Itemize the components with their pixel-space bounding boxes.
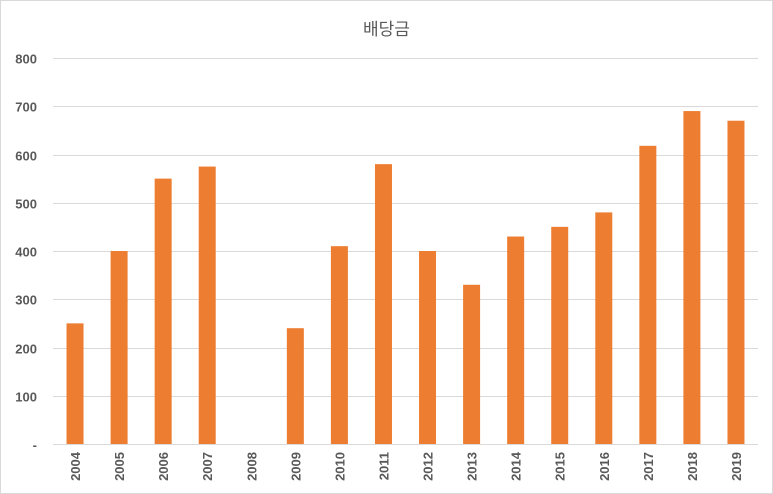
bar	[727, 120, 745, 444]
x-tick-label: 2006	[156, 452, 171, 481]
y-tick-label: 200	[15, 342, 37, 357]
bar	[66, 323, 84, 444]
x-tick-label: 2013	[465, 452, 480, 481]
x-tick-label: 2009	[288, 452, 303, 481]
bar	[683, 111, 701, 444]
x-tick-label: 2016	[597, 452, 612, 481]
y-tick-label: 800	[15, 52, 37, 67]
bar	[154, 178, 172, 444]
x-tick-label: 2004	[68, 451, 83, 481]
x-tick-label: 2012	[421, 452, 436, 481]
x-tick-label: 2005	[112, 452, 127, 481]
x-tick-label: 2010	[332, 452, 347, 481]
bar	[595, 212, 613, 444]
y-tick-label: 400	[15, 245, 37, 260]
bar	[110, 251, 128, 444]
bar	[463, 284, 481, 444]
x-tick-label: 2014	[509, 451, 524, 481]
bar	[198, 166, 216, 444]
bar	[286, 328, 304, 444]
bar	[330, 246, 348, 444]
x-tick-label: 2015	[553, 452, 568, 481]
bar	[639, 145, 657, 444]
bar	[551, 226, 569, 444]
x-tick-label: 2018	[685, 452, 700, 481]
x-tick-label: 2008	[244, 452, 259, 481]
y-tick-label: 300	[15, 293, 37, 308]
chart-title: 배당금	[363, 20, 410, 40]
y-tick-label: 100	[15, 390, 37, 405]
bar	[419, 251, 437, 444]
y-tick-label: -	[33, 438, 37, 453]
bar	[507, 236, 525, 444]
bar	[374, 164, 392, 444]
x-tick-label: 2019	[729, 452, 744, 481]
y-tick-label: 700	[15, 100, 37, 115]
x-tick-label: 2017	[641, 452, 656, 481]
x-tick-label: 2007	[200, 452, 215, 481]
y-tick-label: 600	[15, 149, 37, 164]
x-tick-label: 2011	[376, 452, 391, 480]
y-tick-label: 500	[15, 197, 37, 212]
